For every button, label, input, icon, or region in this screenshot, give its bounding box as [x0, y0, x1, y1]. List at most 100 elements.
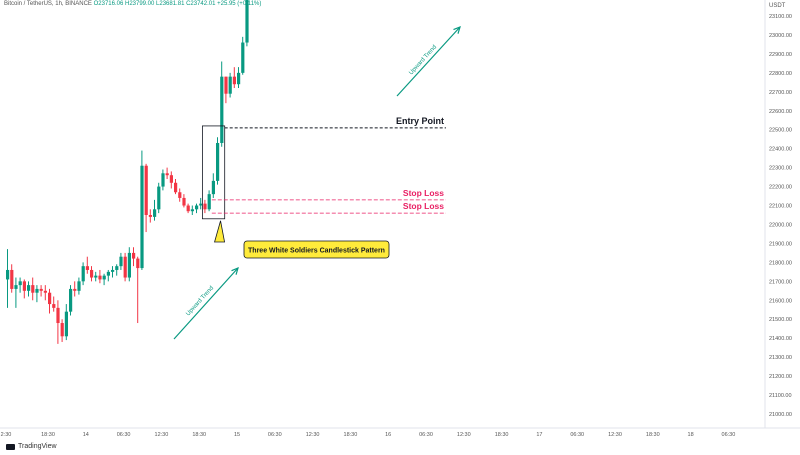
candle-up	[237, 72, 241, 85]
brand-name: TradingView	[18, 443, 57, 450]
candle-down	[224, 76, 228, 94]
x-tick-label: 06:30	[268, 432, 282, 438]
candle-up	[190, 209, 194, 212]
candle-down	[123, 256, 127, 278]
candle-up	[69, 288, 73, 312]
entry-point-label: Entry Point	[396, 116, 444, 126]
candle-down	[174, 182, 178, 193]
ohlc-open: O23716.06	[93, 1, 124, 7]
candle-up	[216, 142, 220, 181]
y-tick-label: 22200.00	[769, 185, 792, 191]
x-tick-label: 12:30	[608, 432, 622, 438]
x-tick-label: 18	[688, 432, 694, 438]
candle-up	[211, 180, 215, 195]
candle-up	[228, 76, 232, 94]
trend-arrow-1-line	[173, 267, 239, 340]
y-tick-label: 21200.00	[769, 374, 792, 380]
candle-up	[35, 288, 39, 293]
candle-up	[153, 209, 157, 217]
candle-down	[144, 165, 148, 215]
y-tick-label: 23000.00	[769, 33, 792, 39]
y-tick-label: 21500.00	[769, 317, 792, 323]
pattern-highlight-box	[201, 125, 226, 220]
y-tick-label: 21300.00	[769, 355, 792, 361]
y-tick-label: 21800.00	[769, 260, 792, 266]
callout-box	[243, 240, 390, 259]
candle-up	[127, 252, 131, 278]
candle-up	[102, 275, 106, 280]
candle-up	[77, 281, 81, 291]
y-tick-label: 21000.00	[769, 412, 792, 418]
price-change: +25.95 (+0.11%)	[217, 1, 262, 7]
y-tick-label: 22300.00	[769, 166, 792, 172]
tradingview-logo-icon	[6, 443, 15, 450]
y-tick-label: 22700.00	[769, 90, 792, 96]
ohlc-low: L23681.81	[156, 1, 185, 7]
candle-down	[148, 215, 152, 217]
symbol-title: Bitcoin / TetherUS, 1h, BINANCE	[4, 1, 92, 7]
candle-down	[52, 304, 56, 308]
candle-down	[39, 288, 43, 291]
candle-up	[106, 271, 110, 276]
candle-up	[207, 194, 211, 210]
candle-down	[232, 76, 236, 85]
footer: TradingView	[6, 443, 57, 450]
candle-up	[64, 311, 68, 337]
x-tick-label: 2:30	[1, 432, 12, 438]
candle-up	[81, 266, 85, 282]
trend-arrow-1-head-icon	[231, 266, 239, 275]
candle-up	[199, 203, 203, 206]
x-tick-label: 18:30	[41, 432, 55, 438]
trend-arrow-2-line	[396, 26, 461, 97]
x-tick-label: 06:30	[419, 432, 433, 438]
candle-down	[178, 192, 182, 198]
candle-up	[14, 285, 18, 289]
candle-up	[18, 281, 22, 286]
y-tick-label: 21900.00	[769, 241, 792, 247]
x-tick-label: 12:30	[457, 432, 471, 438]
candle-up	[27, 285, 31, 291]
y-tick-label: 21600.00	[769, 298, 792, 304]
x-tick-label: 12:30	[155, 432, 169, 438]
x-tick-label: 06:30	[722, 432, 736, 438]
x-tick-label: 17	[536, 432, 542, 438]
candle-up	[111, 269, 115, 272]
candle-down	[136, 258, 140, 269]
stop-loss-label-2: Stop Loss	[403, 201, 444, 211]
candle-down	[98, 275, 102, 280]
y-tick-label: 22100.00	[769, 204, 792, 210]
candle-down	[56, 307, 60, 324]
candle-up	[140, 165, 144, 269]
candle-down	[73, 288, 77, 291]
candle-down	[10, 269, 14, 289]
candle-down	[132, 252, 136, 259]
candle-down	[165, 173, 169, 176]
candle-up	[245, 0, 249, 43]
candle-down	[22, 281, 26, 291]
y-tick-label: 22800.00	[769, 71, 792, 77]
currency-label: USDT	[769, 3, 786, 9]
candle-up	[94, 275, 98, 278]
x-tick-label: 18:30	[495, 432, 509, 438]
ohlc-high: H23799.00	[124, 1, 155, 7]
y-tick-label: 22400.00	[769, 147, 792, 153]
candle-up	[119, 256, 123, 267]
y-tick-label: 23100.00	[769, 14, 792, 20]
candle-down	[60, 323, 64, 337]
chart-header: Bitcoin / TetherUS, 1h, BINANCE O23716.0…	[4, 1, 261, 7]
candle-up	[157, 186, 161, 210]
trend-label-1: Upward Trend	[185, 285, 215, 317]
x-tick-label: 06:30	[117, 432, 131, 438]
candle-down	[48, 292, 52, 305]
y-tick-label: 22600.00	[769, 109, 792, 115]
pattern-label: Three White Soldiers Candlestick Pattern	[248, 248, 385, 255]
x-tick-label: 18:30	[344, 432, 358, 438]
candle-up	[115, 266, 119, 270]
x-tick-label: 18:30	[646, 432, 660, 438]
candle-up	[161, 173, 165, 187]
candle-down	[31, 285, 35, 293]
y-tick-label: 21700.00	[769, 279, 792, 285]
y-tick-label: 21100.00	[769, 393, 792, 399]
candle-down	[43, 290, 47, 293]
